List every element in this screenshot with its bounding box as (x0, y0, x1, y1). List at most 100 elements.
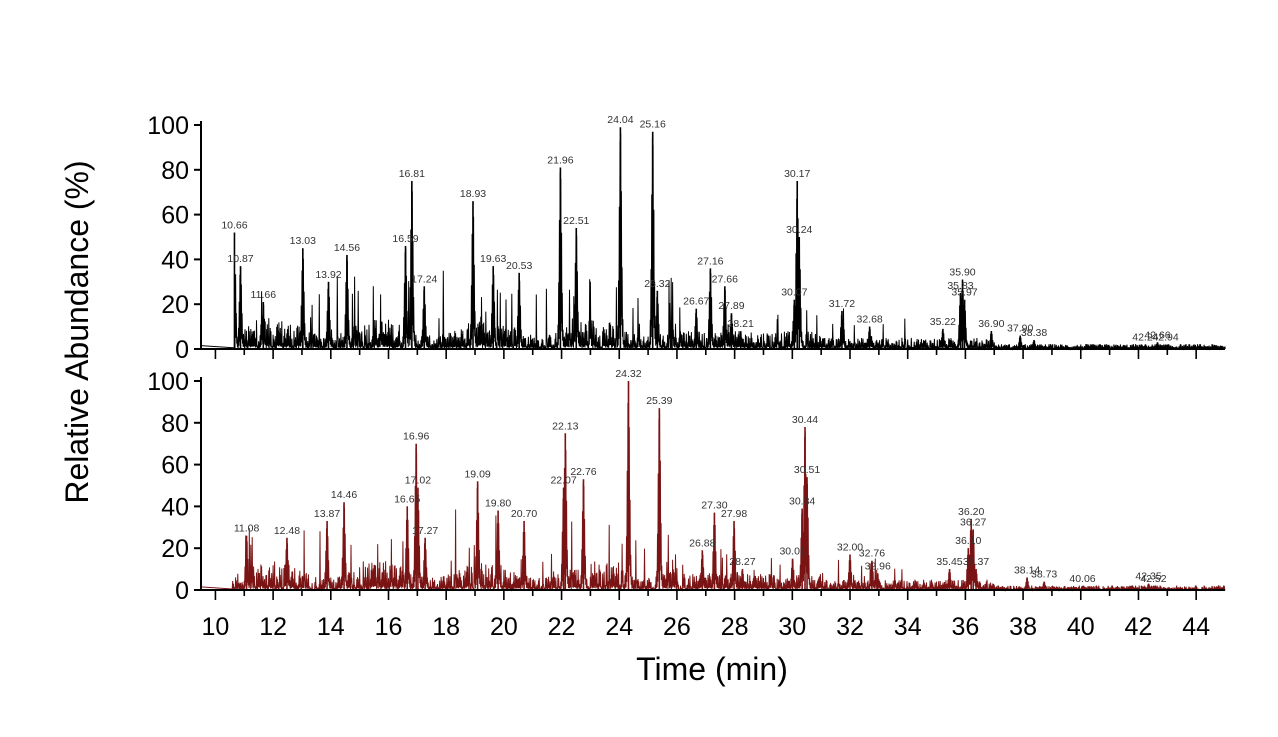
y-tick-label: 80 (161, 410, 189, 438)
peak-label: 26.67 (683, 296, 709, 308)
peak-label: 32.00 (837, 541, 863, 553)
peak-label: 22.51 (563, 215, 589, 227)
x-tick-label: 26 (663, 613, 691, 641)
y-tick-label: 0 (175, 336, 189, 364)
peak-label: 24.32 (615, 368, 641, 380)
peak-label: 17.02 (405, 475, 431, 487)
peak-label: 17.24 (411, 273, 437, 285)
peak-label: 38.38 (1021, 327, 1047, 339)
peak-label: 27.16 (697, 255, 723, 267)
peak-label: 22.13 (552, 420, 578, 432)
peak-label: 13.03 (290, 235, 316, 247)
peak-label: 12.48 (274, 525, 300, 537)
y-tick-label: 40 (161, 246, 189, 274)
peak-label: 37.90 (1007, 323, 1033, 335)
x-tick-label: 16 (375, 613, 403, 641)
peak-label: 19.80 (485, 498, 511, 510)
peak-label: 10.66 (221, 220, 247, 232)
traces-layer (200, 127, 1226, 592)
peak-label: 25.39 (646, 395, 672, 407)
peak-label: 11.08 (234, 523, 260, 535)
peak-label: 22.07 (550, 475, 576, 487)
peak-label: 27.98 (721, 508, 747, 520)
peak-label: 40.06 (1069, 573, 1095, 585)
peak-label: 25.32 (644, 278, 670, 290)
peak-label: 21.96 (547, 155, 573, 167)
peak-label: 20.53 (506, 260, 532, 272)
trace-line-top (200, 133, 1226, 351)
peak-label: 32.96 (865, 560, 891, 572)
peak-label: 19.09 (464, 468, 490, 480)
peak-label: 20.70 (511, 508, 537, 520)
peak-label: 27.66 (712, 273, 738, 285)
peak-label: 36.27 (960, 516, 986, 528)
peak-label: 36.90 (978, 318, 1004, 330)
peak-label: 42.24 (1132, 332, 1158, 344)
x-axis-title: Time (min) (636, 651, 788, 687)
x-tick-label: 34 (894, 613, 922, 641)
peak-label: 14.46 (331, 489, 357, 501)
peak-label: 42.66 (1144, 329, 1170, 341)
peak-label: 35.22 (930, 316, 956, 328)
peak-label: 14.56 (334, 242, 360, 254)
x-tick-label: 28 (721, 613, 749, 641)
peak-label: 31.72 (829, 298, 855, 310)
peak-label: 42.35 (1135, 571, 1161, 583)
peak-label: 30.17 (784, 168, 810, 180)
y-tick-label: 40 (161, 493, 189, 521)
peak-label: 13.92 (315, 269, 341, 281)
peak-label: 35.90 (949, 267, 975, 279)
y-tick-label: 60 (161, 202, 189, 230)
peak-label: 16.81 (399, 168, 425, 180)
x-tick-label: 14 (317, 613, 345, 641)
peak-label: 27.30 (701, 500, 727, 512)
peak-label: 19.63 (480, 253, 506, 265)
peak-label: 42.52 (1140, 573, 1166, 585)
x-tick-label: 44 (1182, 613, 1210, 641)
labels-layer: 10.66 10.87 11.66 13.03 13.92 14.56 16.59 16.81… (221, 114, 1179, 585)
axes-layer: 0 20 40 60 80 100 0 20 40 60 80 100 10 12 14 16 18 20 22 24… (147, 112, 1225, 641)
peak-label: 36.37 (963, 556, 989, 568)
x-tick-label: 22 (548, 613, 576, 641)
y-tick-label: 80 (161, 157, 189, 185)
peak-label: 36.20 (958, 506, 984, 518)
peak-label: 30.34 (789, 495, 815, 507)
peak-label: 30.24 (786, 224, 812, 236)
x-tick-label: 36 (951, 613, 979, 641)
peak-label: 35.97 (951, 287, 977, 299)
peak-label: 22.76 (570, 466, 596, 478)
peak-label: 30.44 (792, 414, 818, 426)
peak-label: 24.04 (607, 114, 633, 126)
y-tick-label: 100 (147, 368, 189, 396)
x-tick-label: 24 (605, 613, 633, 641)
peak-label: 28.27 (729, 556, 755, 568)
peak-label: 16.96 (403, 431, 429, 443)
peak-label: 30.01 (779, 546, 805, 558)
x-tick-label: 40 (1067, 613, 1095, 641)
y-tick-label: 0 (175, 577, 189, 605)
peak-label: 27.89 (718, 300, 744, 312)
peak-label: 38.14 (1014, 564, 1040, 576)
x-tick-label: 12 (259, 613, 287, 641)
x-tick-label: 10 (202, 613, 230, 641)
y-tick-label: 20 (161, 535, 189, 563)
peak-label: 36.10 (955, 535, 981, 547)
x-tick-label: 42 (1125, 613, 1153, 641)
x-tick-label: 30 (778, 613, 806, 641)
peak-label: 17.27 (412, 525, 438, 537)
x-tick-label: 18 (432, 613, 460, 641)
peak-label: 18.93 (460, 188, 486, 200)
peak-label: 38.73 (1031, 569, 1057, 581)
x-tick-label: 38 (1009, 613, 1037, 641)
x-tick-label: 20 (490, 613, 518, 641)
x-tick-label: 32 (836, 613, 864, 641)
y-tick-label: 20 (161, 291, 189, 319)
peak-label: 28.21 (728, 318, 754, 330)
peak-label: 32.76 (859, 548, 885, 560)
peak-label: 10.87 (227, 253, 253, 265)
y-tick-label: 100 (147, 112, 189, 140)
peak-label: 32.68 (856, 314, 882, 326)
peak-label: 26.88 (689, 537, 715, 549)
